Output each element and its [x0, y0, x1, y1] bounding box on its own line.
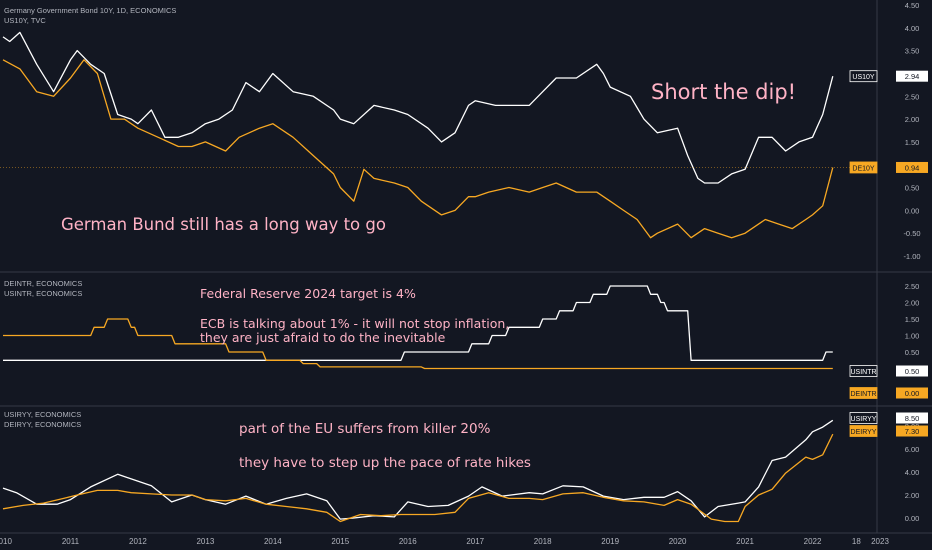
series-value-label-deiryy: 7.30 — [905, 427, 920, 436]
pane1-y-tick-4.00: 4.00 — [905, 24, 920, 33]
x-axis-tick-2013: 2013 — [196, 537, 214, 546]
pane1-y-tick--0.50: -0.50 — [903, 229, 920, 238]
series-name-box-deiryy — [849, 425, 878, 437]
x-axis-tick-2023: 2023 — [871, 537, 889, 546]
series-name-label-usintr: USINTR — [850, 369, 876, 376]
series-name-box-de10y — [849, 161, 878, 174]
annotation-fed-target: Federal Reserve 2024 target is 4% — [200, 286, 416, 301]
pane2-legend-usintr: USINTR, ECONOMICS — [4, 289, 83, 298]
series-name-box-usintr — [849, 365, 878, 377]
series-value-box-us10y — [896, 70, 928, 82]
series-name-box-us10y — [849, 70, 878, 83]
x-axis-tick-2011: 2011 — [62, 537, 80, 546]
pane1-y-tick--1.00: -1.00 — [903, 252, 920, 261]
series-name-label-us10y: US10Y — [852, 74, 875, 81]
annotation-eu-line1: part of the EU suffers from killer 20% — [239, 421, 491, 437]
series-value-label-usiryy: 8.50 — [905, 414, 920, 423]
annotation-eu-line2: they have to step up the pace of rate hi… — [239, 455, 531, 471]
series-line-usintr — [3, 285, 833, 361]
pane3-y-tick-0.00: 0.00 — [905, 514, 920, 523]
series-name-label-deiryy: DEIRYY — [851, 429, 877, 436]
pane1-y-tick-2.50: 2.50 — [905, 92, 920, 101]
pane1-y-tick-3.50: 3.50 — [905, 47, 920, 56]
pane2-y-tick-2.00: 2.00 — [905, 299, 920, 308]
annotation-ecb-line2: they are just afraid to do the inevitabl… — [200, 330, 446, 345]
series-value-label-de10y: 0.94 — [905, 163, 920, 172]
series-name-box-deintr — [849, 387, 878, 399]
series-name-label-usiryy: USIRYY — [851, 416, 877, 423]
x-axis-tick-2012: 2012 — [129, 537, 147, 546]
x-axis-tick-2019: 2019 — [601, 537, 619, 546]
series-value-label-usintr: 0.50 — [905, 367, 920, 376]
series-value-label-us10y: 2.94 — [905, 72, 920, 81]
x-axis-tick-2022: 2022 — [804, 537, 822, 546]
x-axis-tick-2020: 2020 — [669, 537, 687, 546]
pane3-y-tick-6.00: 6.00 — [905, 445, 920, 454]
pane2-y-tick-0.50: 0.50 — [905, 348, 920, 357]
x-axis-tick-2014: 2014 — [264, 537, 282, 546]
series-line-deintr — [3, 318, 833, 370]
series-name-label-de10y: DE10Y — [852, 165, 875, 172]
pane1-y-tick-0.00: 0.00 — [905, 206, 920, 215]
pane1-legend-us10y: US10Y, TVC — [4, 16, 46, 25]
pane1-y-tick-1.50: 1.50 — [905, 138, 920, 147]
pane3-legend-deiryy: DEIRYY, ECONOMICS — [4, 420, 82, 429]
pane2-y-tick-2.50: 2.50 — [905, 282, 920, 291]
series-value-box-usiryy — [896, 412, 928, 424]
series-name-label-deintr: DEINTR — [850, 391, 876, 398]
x-axis-tick-2018: 2018 — [534, 537, 552, 546]
series-value-box-deiryy — [896, 425, 928, 437]
series-line-us10y — [2, 31, 834, 184]
pane3-legend-usiryy: USIRYY, ECONOMICS — [4, 410, 82, 419]
annotation-short-dip: Short the dip! — [651, 80, 797, 104]
x-axis-tick-2010: 2010 — [0, 537, 12, 546]
x-axis-tick-2016: 2016 — [399, 537, 417, 546]
annotation-bund: German Bund still has a long way to go — [61, 215, 386, 234]
series-value-box-deintr — [896, 387, 928, 399]
series-line-de10y — [2, 59, 834, 239]
series-line-usiryy — [2, 419, 834, 520]
pane2-y-tick-1.50: 1.50 — [905, 315, 920, 324]
pane2-legend-deintr: DEINTR, ECONOMICS — [4, 279, 83, 288]
x-axis-tick-2021: 2021 — [736, 537, 754, 546]
series-value-label-deintr: 0.00 — [905, 389, 920, 398]
pane1-y-tick-0.50: 0.50 — [905, 184, 920, 193]
pane1-y-tick-4.50: 4.50 — [905, 1, 920, 10]
x-axis-tick-2015: 2015 — [331, 537, 349, 546]
pane1-y-tick-2.00: 2.00 — [905, 115, 920, 124]
x-axis-tick-2017: 2017 — [466, 537, 484, 546]
series-value-box-de10y — [896, 161, 928, 173]
pane3-y-tick-4.00: 4.00 — [905, 468, 920, 477]
annotation-ecb-line1: ECB is talking about 1% - it will not st… — [200, 316, 510, 331]
series-name-box-usiryy — [849, 412, 878, 424]
x-axis-tick-18: 18 — [852, 537, 861, 546]
pane3-y-tick-2.00: 2.00 — [905, 491, 920, 500]
series-line-deiryy — [2, 433, 834, 523]
series-value-box-usintr — [896, 365, 928, 377]
pane1-legend-title: Germany Government Bond 10Y, 1D, ECONOMI… — [4, 6, 177, 15]
pane2-y-tick-1.00: 1.00 — [905, 332, 920, 341]
